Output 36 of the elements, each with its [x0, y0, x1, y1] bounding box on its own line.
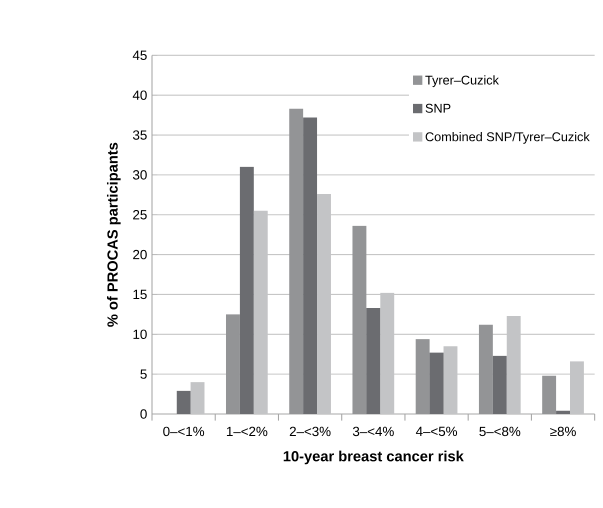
y-tick-label: 5 [140, 369, 147, 379]
bar [352, 226, 366, 414]
y-tick-label: 30 [132, 170, 147, 180]
y-tick-label: 25 [133, 210, 147, 220]
x-tick-label: 5–<8% [479, 426, 520, 436]
y-axis-title: % of PROCAS participants [106, 142, 121, 327]
bar [190, 382, 204, 414]
y-tick-label: 35 [132, 130, 147, 140]
bar [478, 324, 493, 414]
bar [366, 308, 380, 414]
y-tick-label: 45 [132, 50, 147, 60]
x-tick-label: 1–<2% [226, 426, 268, 436]
x-tick-label: 4–<5% [416, 426, 458, 436]
bar [176, 390, 191, 414]
legend-label: Tyrer–Cuzick [425, 75, 499, 88]
y-tick-label: 0 [140, 409, 147, 419]
bar [430, 352, 444, 414]
x-tick-label: ≥8% [550, 426, 576, 436]
x-axis-title: 10-year breast cancer risk [284, 450, 464, 464]
bar [416, 339, 430, 414]
bar [556, 410, 570, 414]
legend-label: Combined SNP/Tyrer–Cuzick [426, 132, 590, 144]
y-tick-label: 20 [133, 250, 147, 260]
bar [226, 314, 240, 414]
bar [492, 356, 507, 414]
bar [542, 376, 556, 414]
y-tick-label: 15 [133, 290, 147, 300]
bar [289, 108, 304, 414]
x-tick-label: 3–<4% [352, 426, 394, 436]
bar [240, 166, 254, 414]
bar [303, 118, 318, 414]
y-tick-label: 10 [133, 330, 147, 340]
x-tick-label: 0–<1% [163, 426, 204, 436]
x-tick-label: 2–<3% [290, 426, 331, 436]
y-tick-label: 40 [132, 90, 147, 100]
legend-label: SNP [426, 104, 450, 113]
